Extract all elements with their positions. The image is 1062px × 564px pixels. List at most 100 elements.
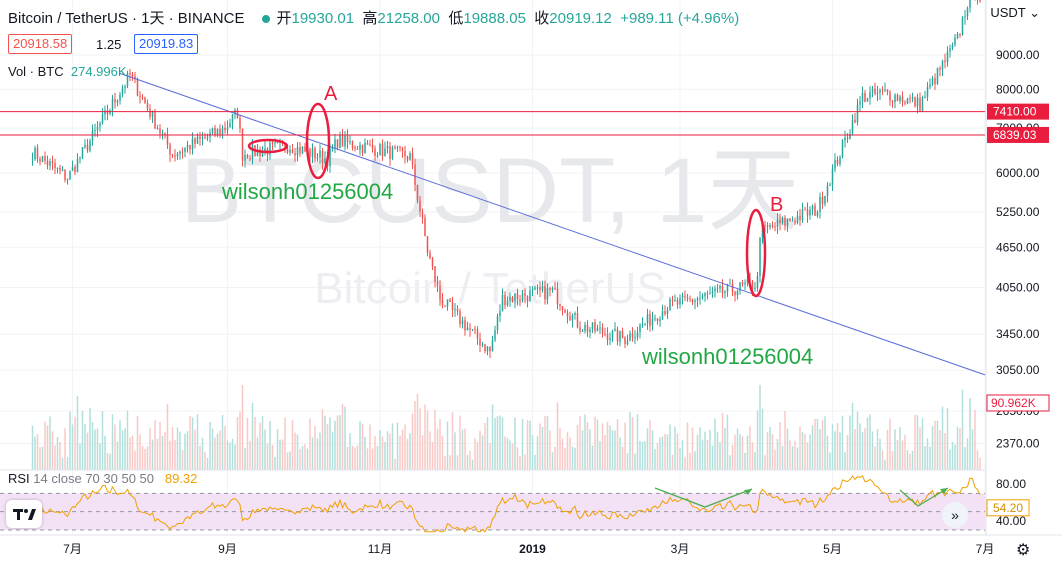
candle-body bbox=[124, 86, 126, 89]
candle-body bbox=[101, 114, 104, 124]
volume-bar bbox=[759, 385, 761, 470]
volume-bar bbox=[766, 432, 769, 470]
volume-bar bbox=[941, 406, 944, 470]
candle-body bbox=[704, 293, 706, 297]
candle-body bbox=[334, 139, 336, 148]
candle-body bbox=[651, 318, 654, 326]
volume-bar bbox=[179, 431, 181, 470]
candle-body bbox=[39, 158, 41, 162]
candle-body bbox=[611, 330, 614, 339]
candle-body bbox=[641, 324, 644, 326]
tradingview-logo-icon[interactable] bbox=[6, 500, 42, 528]
ask-button[interactable]: 20919.83 bbox=[134, 34, 199, 54]
volume-bar bbox=[581, 430, 584, 470]
watermark-sub: Bitcoin / TetherUS bbox=[314, 264, 665, 313]
volume-legend[interactable]: Vol · BTC 274.996K bbox=[8, 64, 127, 79]
candle-body bbox=[416, 184, 419, 201]
candle-body bbox=[961, 17, 964, 35]
candle-body bbox=[171, 154, 174, 156]
bid-button[interactable]: 20918.58 bbox=[8, 34, 73, 54]
candle-body bbox=[956, 34, 959, 38]
candle-body bbox=[659, 319, 661, 322]
currency-selector[interactable]: USDT ⌄ bbox=[990, 5, 1040, 21]
volume-bar bbox=[129, 437, 131, 470]
rsi-panel bbox=[0, 475, 985, 533]
volume-bar bbox=[861, 431, 864, 470]
candle-body bbox=[816, 212, 819, 216]
candle-body bbox=[969, 0, 971, 8]
candle-body bbox=[491, 340, 494, 352]
candle-body bbox=[691, 299, 694, 302]
high-value: 21258.00 bbox=[377, 10, 440, 27]
volume-bar bbox=[851, 402, 854, 470]
candle-body bbox=[194, 138, 196, 144]
candle-body bbox=[139, 95, 141, 98]
candle-body bbox=[66, 179, 69, 181]
candle-body bbox=[329, 148, 331, 167]
candle-body bbox=[296, 147, 299, 156]
volume-bar bbox=[164, 432, 166, 470]
candle-body bbox=[114, 99, 116, 103]
rsi-tick-label: 80.00 bbox=[996, 477, 1026, 491]
candle-body bbox=[381, 144, 384, 157]
volume-bar bbox=[141, 445, 144, 470]
scroll-to-latest-button[interactable]: » bbox=[942, 502, 968, 528]
candle-body bbox=[316, 157, 319, 159]
volume-bar bbox=[601, 423, 604, 470]
rsi-legend[interactable]: RSI 14 close 70 30 50 50 89.32 bbox=[8, 471, 197, 486]
volume-bar bbox=[599, 440, 601, 470]
volume-bar bbox=[339, 415, 341, 470]
volume-bar bbox=[909, 453, 911, 470]
candle-body bbox=[444, 305, 446, 307]
candle-body bbox=[869, 92, 871, 99]
volume-bar bbox=[206, 457, 209, 470]
candle-body bbox=[431, 258, 434, 267]
candle-body bbox=[294, 153, 296, 156]
volume-bar bbox=[776, 439, 779, 470]
volume-tag bbox=[986, 394, 1050, 412]
volume-bar bbox=[551, 452, 554, 470]
settings-gear-icon[interactable]: ⚙ bbox=[1016, 542, 1031, 559]
candle-body bbox=[911, 97, 914, 100]
candle-body bbox=[151, 111, 154, 117]
tradingview-logo-glyph bbox=[13, 509, 36, 520]
candle-body bbox=[269, 142, 271, 155]
volume-bar bbox=[391, 423, 394, 470]
candle-body bbox=[494, 330, 496, 341]
candle-body bbox=[824, 195, 826, 205]
volume-bar bbox=[69, 411, 71, 470]
volume-bar bbox=[154, 420, 156, 470]
volume-bar bbox=[559, 427, 561, 470]
volume-bar bbox=[61, 457, 64, 470]
author-tag-1: wilsonh01256004 bbox=[221, 179, 393, 204]
volume-bar bbox=[226, 440, 229, 470]
candle-body bbox=[571, 314, 574, 321]
symbol-title[interactable]: Bitcoin / TetherUS · 1天 · BINANCE bbox=[8, 10, 245, 27]
candle-body bbox=[529, 290, 531, 302]
volume-bar bbox=[514, 417, 516, 470]
volume-bar bbox=[136, 416, 139, 470]
candle-body bbox=[481, 344, 484, 346]
candle-body bbox=[421, 211, 424, 219]
volume-bar bbox=[286, 452, 289, 470]
volume-bar bbox=[71, 424, 74, 470]
volume-bar bbox=[271, 444, 274, 470]
volume-bar bbox=[384, 442, 386, 470]
candle-body bbox=[546, 288, 549, 300]
candle-body bbox=[779, 219, 781, 224]
volume-bar bbox=[781, 445, 784, 470]
candle-body bbox=[121, 88, 124, 95]
candle-body bbox=[801, 209, 804, 221]
trendline bbox=[119, 72, 986, 376]
volume-bar bbox=[681, 440, 684, 470]
candle-body bbox=[849, 133, 851, 139]
volume-bar bbox=[134, 450, 136, 470]
volume-bar bbox=[914, 414, 916, 470]
candle-body bbox=[134, 76, 136, 79]
candle-body bbox=[244, 155, 246, 161]
volume-bar bbox=[731, 444, 734, 470]
candle-body bbox=[856, 104, 859, 123]
volume-bar bbox=[459, 415, 461, 470]
candle-body bbox=[314, 148, 316, 159]
